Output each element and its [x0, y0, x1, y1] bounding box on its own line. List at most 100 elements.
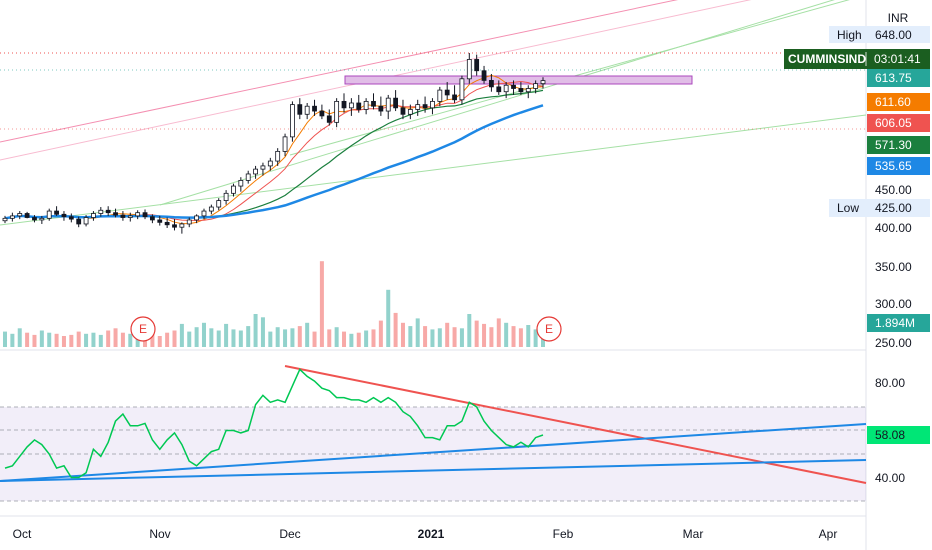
candle[interactable]	[98, 207, 104, 217]
candle[interactable]	[253, 165, 258, 179]
candle[interactable]	[481, 65, 487, 84]
volume-bar	[312, 331, 317, 347]
volume-bar	[511, 326, 516, 347]
candle[interactable]	[149, 214, 155, 224]
candle[interactable]	[356, 94, 362, 113]
candle[interactable]	[282, 133, 288, 157]
candle[interactable]	[267, 157, 273, 171]
candle[interactable]	[378, 96, 384, 116]
candle[interactable]	[511, 80, 516, 95]
candle[interactable]	[120, 211, 126, 221]
candle[interactable]	[194, 214, 200, 224]
candle[interactable]	[127, 212, 133, 222]
candle[interactable]	[437, 86, 443, 107]
candle[interactable]	[393, 90, 399, 112]
candle[interactable]	[348, 98, 354, 116]
candle[interactable]	[371, 93, 376, 110]
candle[interactable]	[68, 213, 74, 223]
candle[interactable]	[290, 101, 295, 142]
candle[interactable]	[179, 222, 185, 234]
candle[interactable]	[113, 208, 118, 218]
candle[interactable]	[518, 82, 524, 95]
candle[interactable]	[231, 183, 236, 197]
candle[interactable]	[319, 104, 325, 120]
trendline-pink-upper	[0, 0, 679, 143]
volume-bar	[150, 333, 155, 347]
volume-bar	[393, 312, 398, 347]
earnings-marker-nov[interactable]: E	[130, 316, 156, 342]
candle[interactable]	[452, 85, 457, 103]
candle[interactable]	[363, 98, 369, 115]
candle[interactable]	[32, 215, 37, 223]
candle[interactable]	[2, 215, 8, 224]
candle[interactable]	[61, 211, 67, 221]
earnings-marker-jan[interactable]: E	[536, 316, 562, 342]
candle[interactable]	[76, 216, 82, 228]
candle[interactable]	[238, 177, 244, 192]
candle[interactable]	[24, 211, 30, 219]
candle[interactable]	[466, 53, 472, 84]
candle[interactable]	[105, 206, 111, 216]
candle[interactable]	[54, 206, 59, 216]
candle[interactable]	[17, 211, 23, 220]
candle[interactable]	[334, 98, 340, 128]
candle[interactable]	[312, 99, 317, 116]
support-zone-box[interactable]	[344, 75, 693, 85]
volume-bar	[400, 322, 405, 347]
candle[interactable]	[216, 198, 222, 211]
price-tag: 535.65	[867, 157, 930, 175]
candle[interactable]	[260, 162, 266, 176]
candle[interactable]	[474, 54, 480, 76]
low-tag: Low 425.00	[829, 199, 930, 217]
candle[interactable]	[489, 73, 494, 92]
volume-bar	[467, 314, 472, 347]
candle[interactable]	[201, 208, 207, 220]
candle[interactable]	[533, 80, 539, 94]
volume-bar	[482, 323, 487, 347]
candle[interactable]	[444, 82, 450, 100]
candle[interactable]	[164, 217, 170, 228]
candle[interactable]	[407, 104, 413, 120]
candle[interactable]	[46, 208, 52, 221]
volume-bar	[408, 326, 413, 347]
time-tick-label: Nov	[149, 527, 170, 541]
rsi-trendline-blue-upper	[0, 423, 867, 482]
candle[interactable]	[83, 215, 89, 227]
candle[interactable]	[341, 93, 347, 113]
price-tag: 606.05	[867, 114, 930, 132]
candle[interactable]	[430, 98, 435, 115]
volume-bar	[3, 331, 7, 347]
time-tick-label: Feb	[553, 527, 574, 541]
price-tick-label: 250.00	[875, 336, 912, 350]
candle[interactable]	[142, 209, 148, 220]
candle[interactable]	[39, 215, 45, 224]
candle[interactable]	[422, 96, 428, 113]
candle[interactable]	[135, 210, 141, 220]
candle[interactable]	[415, 99, 421, 116]
volume-bar	[224, 323, 229, 347]
volume-bar	[504, 322, 509, 347]
candle[interactable]	[275, 148, 281, 166]
volume-bar	[76, 331, 81, 347]
candle[interactable]	[223, 190, 229, 205]
candle[interactable]	[157, 215, 163, 226]
candle[interactable]	[540, 77, 546, 89]
candle[interactable]	[496, 80, 502, 95]
candle[interactable]	[245, 170, 251, 184]
candle[interactable]	[304, 103, 310, 120]
candle[interactable]	[400, 99, 406, 120]
candle[interactable]	[208, 204, 214, 215]
candle[interactable]	[459, 75, 465, 105]
candle[interactable]	[385, 94, 391, 120]
candle[interactable]	[503, 82, 509, 99]
volume-tag: 1.894M	[867, 314, 930, 332]
candle[interactable]	[326, 109, 332, 126]
volume-bar	[172, 330, 177, 347]
candle[interactable]	[172, 219, 177, 231]
candle[interactable]	[9, 212, 15, 222]
candle[interactable]	[297, 98, 303, 120]
candle[interactable]	[186, 217, 192, 228]
candle[interactable]	[525, 85, 531, 99]
candle[interactable]	[91, 211, 96, 221]
